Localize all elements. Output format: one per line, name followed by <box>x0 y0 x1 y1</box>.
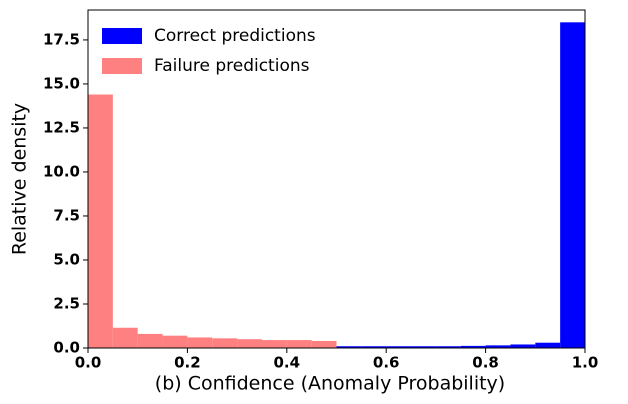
histogram-bar <box>535 342 561 348</box>
legend-label: Failure predictions <box>154 56 310 76</box>
x-tick-label: 1.0 <box>572 354 599 372</box>
histogram-bar <box>187 337 213 348</box>
histogram-bar <box>212 338 238 348</box>
x-tick-label: 0.2 <box>174 354 201 372</box>
y-tick-label: 5.0 <box>53 250 80 268</box>
x-axis-label: (b) Confidence (Anomaly Probability) <box>155 373 505 395</box>
y-tick-label: 12.5 <box>43 118 80 136</box>
x-tick-label: 0.8 <box>472 354 499 372</box>
x-tick-label: 0.0 <box>75 354 102 372</box>
y-tick-label: 17.5 <box>43 30 80 48</box>
histogram-bar <box>411 346 436 348</box>
histogram-bar <box>510 344 536 348</box>
x-tick-label: 0.4 <box>274 354 301 372</box>
legend-label: Correct predictions <box>154 26 316 46</box>
histogram-bar <box>137 333 163 348</box>
y-tick-label: 2.5 <box>53 294 80 312</box>
y-axis-label: Relative density <box>9 103 31 255</box>
histogram-bar <box>460 345 486 348</box>
histogram-bar <box>435 346 461 348</box>
histogram-bar <box>286 340 312 348</box>
histogram-bar <box>361 346 387 348</box>
plot-frame <box>87 9 586 349</box>
histogram-bar <box>311 340 337 348</box>
y-tick-label: 15.0 <box>43 74 80 92</box>
legend-swatch <box>102 58 142 74</box>
x-tick-label: 0.6 <box>373 354 400 372</box>
y-tick-label: 0.0 <box>53 339 80 357</box>
legend-swatch <box>102 28 142 44</box>
histogram-bar <box>336 346 362 348</box>
histogram-bar <box>237 339 262 348</box>
y-tick-label: 7.5 <box>53 206 80 224</box>
histogram-bar <box>88 94 113 348</box>
histogram-bar <box>386 346 412 348</box>
histogram-bar <box>560 22 585 349</box>
y-tick-label: 10.0 <box>43 162 80 180</box>
histogram-bar <box>261 340 287 348</box>
histogram-bar <box>485 345 511 348</box>
histogram-bar <box>112 327 138 348</box>
histogram-bar <box>162 335 188 348</box>
